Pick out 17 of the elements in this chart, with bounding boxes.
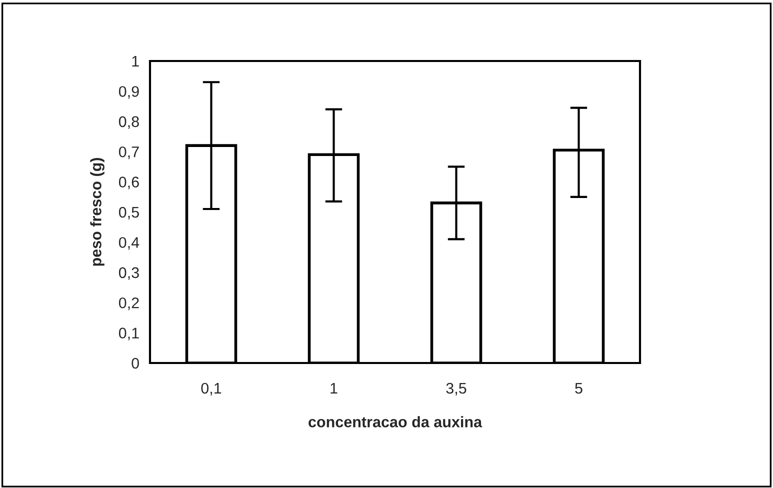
y-tick-label: 1: [132, 56, 139, 67]
x-axis-title: concentracao da auxina: [308, 416, 482, 428]
x-tick-label: 3,5: [446, 382, 466, 396]
y-tick-label: 0: [132, 358, 139, 369]
y-tick-label: 0,6: [118, 176, 139, 190]
y-axis-title: peso fresco (g): [90, 158, 104, 266]
x-tick-label: 0,1: [201, 382, 222, 396]
y-tick-label: 0,7: [118, 146, 139, 160]
y-tick-label: 0,8: [118, 116, 139, 129]
y-tick-label: 0,1: [118, 328, 139, 340]
y-tick-label: 0,9: [118, 86, 139, 99]
x-tick-label: 5: [575, 383, 582, 394]
y-tick-label: 0,5: [118, 206, 139, 220]
x-tick-label: 1: [330, 383, 338, 394]
y-tick-label: 0,2: [118, 297, 139, 310]
y-tick-label: 0,4: [118, 237, 140, 250]
y-tick-label: 0,3: [118, 267, 139, 280]
